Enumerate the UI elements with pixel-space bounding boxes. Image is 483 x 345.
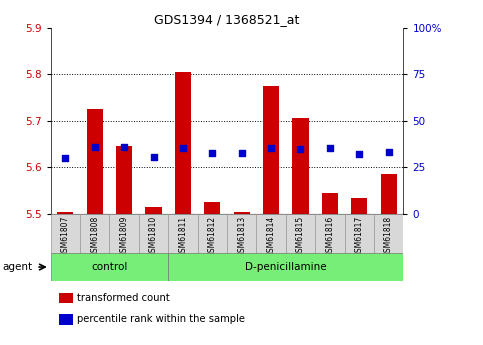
Point — [150, 154, 157, 160]
FancyBboxPatch shape — [51, 214, 80, 254]
Point — [179, 145, 187, 150]
Text: GSM61815: GSM61815 — [296, 216, 305, 257]
FancyBboxPatch shape — [256, 214, 286, 254]
Bar — [292, 118, 309, 214]
Text: GSM61808: GSM61808 — [90, 216, 99, 257]
Bar — [57, 211, 73, 214]
Text: GSM61807: GSM61807 — [61, 216, 70, 257]
Title: GDS1394 / 1368521_at: GDS1394 / 1368521_at — [155, 13, 299, 27]
FancyBboxPatch shape — [168, 214, 198, 254]
Point — [120, 145, 128, 150]
FancyBboxPatch shape — [80, 214, 110, 254]
Text: GSM61809: GSM61809 — [120, 216, 128, 257]
Text: GSM61817: GSM61817 — [355, 216, 364, 257]
Point — [297, 146, 304, 151]
Bar — [145, 207, 162, 214]
Point — [91, 145, 99, 150]
Bar — [59, 314, 73, 325]
Text: GSM61811: GSM61811 — [178, 216, 187, 257]
Text: GSM61812: GSM61812 — [208, 216, 217, 257]
Text: control: control — [91, 262, 128, 272]
Bar — [322, 193, 338, 214]
Point — [385, 150, 393, 155]
Point — [326, 145, 334, 150]
FancyBboxPatch shape — [168, 253, 403, 281]
Bar — [204, 202, 220, 214]
Text: percentile rank within the sample: percentile rank within the sample — [77, 314, 245, 324]
Point — [355, 151, 363, 157]
FancyBboxPatch shape — [139, 214, 168, 254]
Text: transformed count: transformed count — [77, 293, 170, 303]
Bar — [351, 198, 367, 214]
FancyBboxPatch shape — [51, 253, 168, 281]
Text: GSM61810: GSM61810 — [149, 216, 158, 257]
Text: D-penicillamine: D-penicillamine — [245, 262, 327, 272]
Bar — [59, 293, 73, 303]
Point — [209, 151, 216, 156]
Point — [61, 155, 69, 161]
Text: GSM61818: GSM61818 — [384, 216, 393, 257]
Point — [267, 145, 275, 150]
Bar — [175, 72, 191, 214]
Text: GSM61816: GSM61816 — [326, 216, 334, 257]
FancyBboxPatch shape — [315, 214, 344, 254]
FancyBboxPatch shape — [110, 214, 139, 254]
Point — [238, 151, 245, 156]
FancyBboxPatch shape — [374, 214, 403, 254]
Text: GSM61813: GSM61813 — [237, 216, 246, 257]
Bar — [87, 109, 103, 214]
Text: GSM61814: GSM61814 — [267, 216, 276, 257]
Bar — [381, 174, 397, 214]
FancyBboxPatch shape — [198, 214, 227, 254]
FancyBboxPatch shape — [286, 214, 315, 254]
FancyBboxPatch shape — [344, 214, 374, 254]
Bar — [116, 146, 132, 214]
Bar — [234, 211, 250, 214]
Bar — [263, 86, 279, 214]
Text: agent: agent — [2, 262, 32, 272]
FancyBboxPatch shape — [227, 214, 256, 254]
